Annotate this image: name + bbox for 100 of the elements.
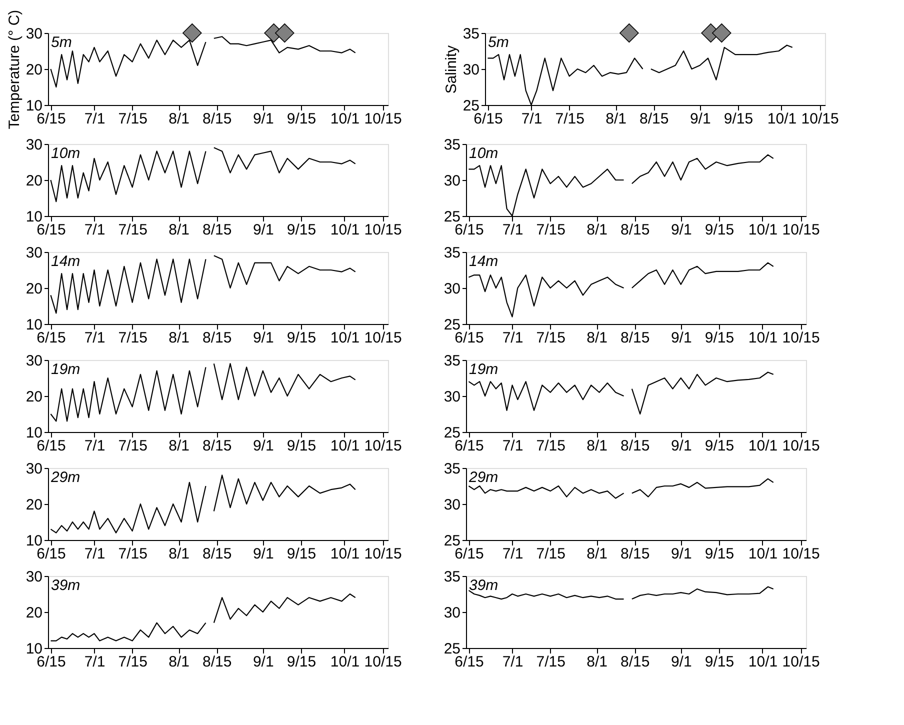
annotation: 39m (51, 577, 80, 594)
x-tick-label: 10/15 (801, 110, 839, 128)
x-tick-label: 9/1 (252, 438, 274, 454)
annotation: 19m (51, 361, 80, 378)
x-tick-label: 7/15 (536, 330, 566, 346)
x-tick-label: 10/1 (748, 438, 778, 454)
x-tick-label: 9/15 (286, 654, 316, 670)
x-tick-label: 9/15 (286, 222, 316, 238)
annotation: 5m (488, 34, 509, 51)
annotation: 14m (51, 253, 80, 270)
x-tick-label: 9/1 (670, 546, 692, 562)
x-tick-label: 8/15 (202, 654, 232, 670)
y-tick-label: 35 (444, 244, 460, 262)
x-tick-label: 9/15 (724, 110, 754, 128)
y-tick-label: 30 (444, 496, 460, 514)
x-tick-label: 8/1 (586, 546, 608, 562)
x-tick-label: 8/1 (606, 110, 626, 128)
x-tick-label: 10/15 (782, 222, 820, 238)
annotation: 14m (469, 253, 498, 270)
x-tick-label: 7/15 (536, 438, 566, 454)
x-tick-label: 7/1 (84, 330, 106, 346)
x-tick-label: 7/1 (502, 222, 524, 238)
x-tick-label: 9/15 (704, 222, 734, 238)
x-tick-label: 7/1 (502, 330, 524, 346)
x-tick-label: 7/1 (84, 222, 106, 238)
x-tick-label: 8/15 (202, 546, 232, 562)
x-tick-label: 10/1 (330, 222, 360, 238)
x-tick-label: 10/1 (330, 546, 360, 562)
x-tick-label: 9/1 (252, 222, 274, 238)
x-tick-label: 10/15 (782, 654, 820, 670)
x-tick-label: 7/15 (118, 110, 148, 128)
x-tick-label: 7/1 (502, 546, 524, 562)
y-tick-label: 20 (26, 280, 42, 298)
x-tick-label: 10/15 (364, 546, 402, 562)
x-tick-label: 7/1 (502, 654, 524, 670)
annotation: 5m (51, 34, 72, 51)
x-tick-label: 8/15 (620, 438, 650, 454)
annotation: 29m (468, 469, 498, 486)
x-tick-label: 10/1 (330, 654, 360, 670)
y-tick-label: 30 (26, 568, 42, 586)
x-tick-label: 8/15 (640, 110, 669, 128)
y-tick-label: 30 (444, 388, 460, 406)
x-tick-label: 7/15 (118, 330, 148, 346)
x-tick-label: 8/15 (620, 546, 650, 562)
x-tick-label: 8/1 (586, 222, 608, 238)
x-tick-label: 9/15 (704, 654, 734, 670)
x-tick-label: 10/1 (748, 330, 778, 346)
y-tick-label: 30 (26, 352, 42, 370)
y-tick-label: 20 (26, 62, 42, 78)
x-tick-label: 8/1 (168, 330, 190, 346)
x-tick-label: 8/1 (168, 222, 190, 238)
x-tick-label: 9/15 (704, 330, 734, 346)
x-tick-label: 9/1 (670, 222, 692, 238)
annotation: 10m (51, 145, 80, 162)
x-tick-label: 10/15 (782, 330, 820, 346)
y-tick-label: 35 (444, 568, 460, 586)
x-tick-label: 10/1 (330, 330, 360, 346)
y-tick-label: 35 (444, 460, 460, 478)
x-tick-label: 9/1 (252, 654, 274, 670)
x-tick-label: 10/15 (782, 546, 820, 562)
x-tick-label: 9/1 (252, 110, 274, 128)
x-tick-label: 8/1 (168, 110, 190, 128)
x-tick-label: 10/15 (364, 222, 402, 238)
y-tick-label: 20 (26, 604, 42, 622)
y-tick-label: 30 (444, 280, 460, 298)
x-tick-label: 9/15 (704, 438, 734, 454)
annotation: 10m (469, 145, 498, 162)
x-tick-label: 10/15 (364, 330, 402, 346)
x-tick-label: 9/15 (286, 110, 316, 128)
y-tick-label: 30 (26, 136, 42, 154)
x-tick-label: 8/15 (202, 222, 232, 238)
x-tick-label: 8/15 (202, 438, 232, 454)
x-tick-label: 10/1 (767, 110, 797, 128)
annotation: 29m (50, 469, 80, 486)
x-tick-label: 9/1 (670, 654, 692, 670)
y-axis-title: Salinity (442, 44, 460, 94)
x-tick-label: 8/1 (168, 654, 190, 670)
x-tick-label: 7/15 (118, 546, 148, 562)
x-tick-label: 9/1 (252, 330, 274, 346)
x-tick-label: 9/1 (690, 110, 711, 128)
annotation: 39m (469, 577, 498, 594)
x-tick-label: 8/15 (620, 330, 650, 346)
x-tick-label: 7/15 (118, 222, 148, 238)
y-tick-label: 30 (462, 62, 480, 78)
y-tick-label: 20 (26, 388, 42, 406)
x-tick-label: 9/1 (670, 438, 692, 454)
x-tick-label: 10/15 (364, 438, 402, 454)
x-tick-label: 8/15 (202, 110, 232, 128)
x-tick-label: 8/1 (168, 438, 190, 454)
x-tick-label: 7/15 (118, 654, 148, 670)
x-tick-label: 7/1 (84, 438, 106, 454)
x-tick-label: 10/15 (364, 110, 402, 128)
x-tick-label: 7/1 (84, 110, 106, 128)
x-tick-label: 7/1 (502, 438, 524, 454)
x-tick-label: 9/15 (286, 330, 316, 346)
x-tick-label: 10/15 (782, 438, 820, 454)
y-tick-label: 30 (26, 460, 42, 478)
y-tick-label: 30 (26, 26, 42, 42)
x-tick-label: 7/1 (84, 654, 106, 670)
annotation: 19m (469, 361, 498, 378)
